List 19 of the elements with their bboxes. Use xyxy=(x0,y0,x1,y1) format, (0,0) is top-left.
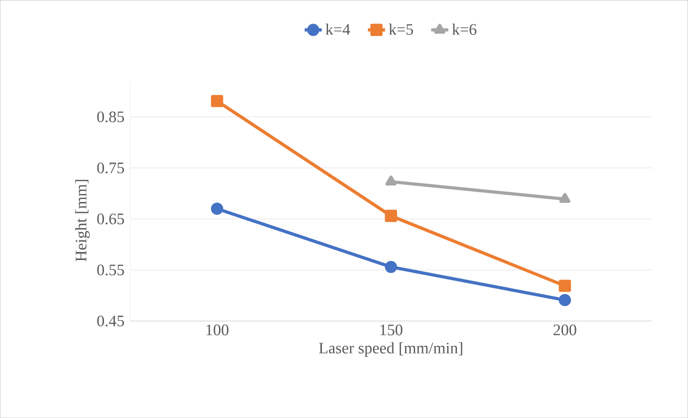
point xyxy=(210,94,224,108)
y-tick-label: 0.85 xyxy=(97,111,124,122)
y-tick-label: 0.45 xyxy=(97,316,124,326)
y-tick-label: 0.55 xyxy=(97,264,124,276)
y-tick-label: 0.75 xyxy=(97,162,124,174)
x-tick-label: 200 xyxy=(554,324,576,336)
legend-label: k=5 xyxy=(388,24,413,35)
x-tick-label: 150 xyxy=(380,324,402,336)
point xyxy=(558,280,571,292)
x-tick-label: 100 xyxy=(206,324,228,336)
y-axis-title: Height [mm] xyxy=(75,180,90,262)
point xyxy=(558,294,571,306)
point xyxy=(210,202,224,215)
legend-label: k=6 xyxy=(452,24,476,35)
y-tick-label: 0.65 xyxy=(97,213,124,224)
x-axis-title: Laser speed [mm/min] xyxy=(319,342,462,357)
point xyxy=(384,210,398,222)
point xyxy=(384,260,398,273)
legend-label: k=4 xyxy=(326,24,350,35)
